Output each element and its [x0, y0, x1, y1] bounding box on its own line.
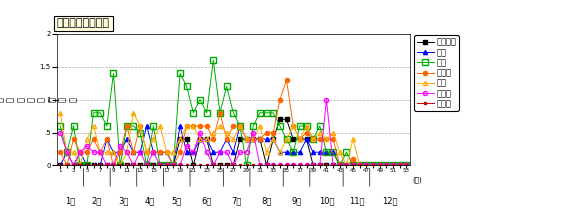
八幡浜 [156, 164, 163, 167]
松山市 [270, 131, 277, 134]
西条 [263, 138, 270, 140]
西条 [156, 151, 163, 153]
Text: 4月: 4月 [145, 196, 155, 205]
四国中央 [283, 118, 290, 121]
西条 [283, 151, 290, 153]
Line: 四国中央: 四国中央 [58, 117, 409, 167]
宇和島 [403, 164, 410, 167]
四国中央 [329, 164, 336, 167]
松山市 [156, 151, 163, 153]
Text: (週): (週) [413, 176, 422, 183]
八幡浜 [290, 164, 296, 167]
Text: 3月: 3月 [118, 196, 129, 205]
中子 [270, 138, 277, 140]
Line: 松山市: 松山市 [58, 78, 409, 167]
Line: 中子: 中子 [58, 111, 409, 167]
Text: 9月: 9月 [291, 196, 302, 205]
西条 [370, 164, 377, 167]
今治 [290, 151, 296, 153]
西条 [143, 125, 150, 127]
Line: 今治: 今治 [57, 57, 409, 168]
Text: 10月: 10月 [319, 196, 334, 205]
中子 [263, 151, 270, 153]
四国中央 [403, 164, 410, 167]
宇和島 [263, 164, 270, 167]
松山市 [64, 164, 71, 167]
今治 [277, 125, 283, 127]
西条 [403, 164, 410, 167]
松山市 [263, 131, 270, 134]
八幡浜 [270, 164, 277, 167]
松山市 [283, 79, 290, 81]
Text: 12月: 12月 [382, 196, 398, 205]
宇和島 [150, 164, 157, 167]
中子 [403, 164, 410, 167]
四国中央 [263, 164, 270, 167]
松山市 [290, 125, 296, 127]
Text: 1月: 1月 [65, 196, 75, 205]
宇和島 [323, 164, 330, 167]
中子 [370, 164, 377, 167]
Text: 保健所別発生動向: 保健所別発生動向 [57, 18, 110, 28]
Text: 2月: 2月 [92, 196, 102, 205]
松山市 [403, 164, 410, 167]
西条 [329, 151, 336, 153]
西条 [270, 138, 277, 140]
今治 [403, 164, 410, 167]
八幡浜 [263, 164, 270, 167]
八幡浜 [323, 98, 330, 101]
四国中央 [370, 164, 377, 167]
今治 [296, 125, 303, 127]
四国中央 [257, 138, 263, 140]
四国中央 [277, 118, 283, 121]
松山市 [296, 138, 303, 140]
中子 [283, 138, 290, 140]
八幡浜 [57, 131, 64, 134]
今治 [336, 164, 343, 167]
Text: 7月: 7月 [232, 196, 242, 205]
宇和島 [363, 164, 370, 167]
中子 [77, 164, 84, 167]
今治 [57, 125, 64, 127]
Line: 西条: 西条 [58, 124, 409, 167]
Y-axis label: 定
点
当
た
り
報
告
数: 定 点 当 た り 報 告 数 [0, 97, 77, 102]
八幡浜 [70, 164, 77, 167]
Text: 6月: 6月 [201, 196, 212, 205]
今治 [77, 164, 84, 167]
中子 [57, 112, 64, 114]
八幡浜 [283, 164, 290, 167]
西条 [57, 164, 64, 167]
今治 [270, 112, 277, 114]
松山市 [336, 164, 343, 167]
宇和島 [257, 164, 263, 167]
Text: 11月: 11月 [349, 196, 364, 205]
今治 [156, 164, 163, 167]
中子 [156, 125, 163, 127]
Text: 8月: 8月 [261, 196, 272, 205]
四国中央 [150, 164, 157, 167]
Legend: 四国中央, 西条, 今治, 松山市, 中子, 八幡浜, 宇和島: 四国中央, 西条, 今治, 松山市, 中子, 八幡浜, 宇和島 [414, 35, 459, 111]
今治 [210, 59, 217, 61]
八幡浜 [403, 164, 410, 167]
宇和島 [277, 164, 283, 167]
Line: 宇和島: 宇和島 [59, 164, 408, 167]
宇和島 [57, 164, 64, 167]
四国中央 [57, 164, 64, 167]
中子 [329, 131, 336, 134]
Line: 八幡浜: 八幡浜 [58, 98, 409, 167]
松山市 [57, 151, 64, 153]
八幡浜 [336, 164, 343, 167]
Text: 5月: 5月 [172, 196, 182, 205]
